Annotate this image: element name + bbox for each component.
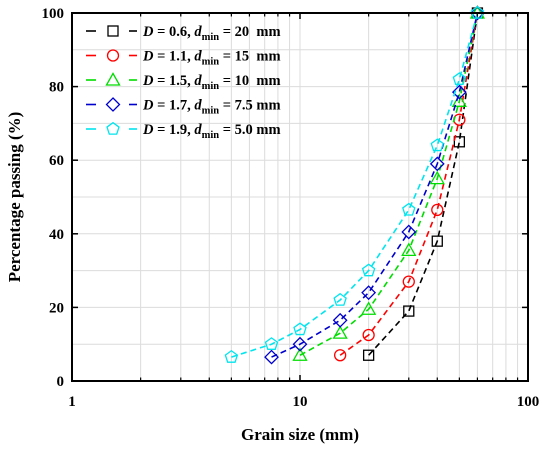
legend-dmin-value: = 15 mm <box>219 49 280 65</box>
legend-dmin-value: = 7.5 mm <box>219 98 280 114</box>
legend-d-value: = 1.1, <box>153 49 194 65</box>
legend-dmin-label: d <box>194 122 202 138</box>
series-line <box>299 12 479 356</box>
legend-dmin-sub: min <box>202 81 220 92</box>
legend-item: D = 1.9, dmin = 5.0 mm <box>86 121 281 141</box>
legend-item: D = 1.1, dmin = 15 mm <box>86 49 281 68</box>
legend-dmin-label: d <box>194 73 202 89</box>
legend-label: D = 1.9, dmin = 5.0 mm <box>142 122 281 141</box>
data-point-square <box>362 349 375 361</box>
data-point-pentagon <box>106 121 120 135</box>
legend-dmin-sub: min <box>202 130 220 141</box>
legend-dmin-sub: min <box>202 57 220 68</box>
data-point-square <box>107 25 119 37</box>
data-point-circle <box>362 328 375 342</box>
series-layer <box>224 5 486 365</box>
data-point-triangle <box>429 170 445 185</box>
legend-item: D = 1.5, dmin = 10 mm <box>86 72 281 92</box>
x-tick-label: 1 <box>68 394 76 410</box>
data-point-triangle <box>361 301 377 315</box>
series-line <box>271 12 479 358</box>
legend-dmin-sub: min <box>202 106 220 117</box>
data-point-diamond <box>264 349 279 365</box>
gridlines <box>72 13 528 381</box>
data-point-circle <box>431 203 444 217</box>
data-point-square <box>453 136 466 148</box>
legend-label: D = 1.1, dmin = 15 mm <box>142 49 281 68</box>
data-point-diamond <box>292 336 308 352</box>
axis-ticks: 1 10 100 0 20 40 60 80 100 <box>42 6 540 410</box>
legend-dmin-label: d <box>194 24 202 40</box>
x-axis-label: Grain size (mm) <box>241 425 359 444</box>
data-point-triangle <box>401 242 417 257</box>
data-point-triangle <box>105 72 121 86</box>
legend-dmin-value: = 10 mm <box>219 73 280 89</box>
data-point-pentagon <box>430 138 445 152</box>
legend-item: D = 1.7, dmin = 7.5 mm <box>86 97 281 117</box>
legend-dmin-label: d <box>194 98 202 114</box>
data-point-diamond <box>469 5 485 21</box>
data-point-diamond <box>451 84 467 100</box>
data-point-pentagon <box>224 349 239 363</box>
legend-d-value: = 1.5, <box>153 73 194 89</box>
data-point-circle <box>402 275 415 288</box>
legend: D = 0.6, dmin = 20 mmD = 1.1, dmin = 15 … <box>86 24 281 141</box>
y-tick-label: 0 <box>57 374 65 390</box>
y-tick-label: 100 <box>42 6 65 22</box>
legend-label: D = 0.6, dmin = 20 mm <box>142 24 281 43</box>
data-point-circle <box>106 49 120 62</box>
data-point-diamond <box>105 97 121 112</box>
data-point-pentagon <box>293 322 307 336</box>
data-point-diamond <box>401 224 417 240</box>
y-tick-label: 80 <box>49 80 64 96</box>
data-point-diamond <box>361 285 377 301</box>
y-axis-label: Percentage passing (%) <box>5 112 24 283</box>
y-tick-label: 40 <box>49 227 64 243</box>
data-point-pentagon <box>361 263 376 277</box>
data-point-pentagon <box>452 72 467 85</box>
legend-d-value: = 1.7, <box>153 98 194 114</box>
series-5 <box>224 5 485 363</box>
legend-d-label: D <box>142 24 154 40</box>
x-tick-label: 100 <box>517 394 540 410</box>
series-2 <box>333 6 484 362</box>
legend-d-value: = 0.6, <box>153 24 194 40</box>
legend-d-label: D <box>142 122 154 138</box>
series-4 <box>264 5 485 365</box>
x-tick-label: 10 <box>293 394 308 410</box>
legend-dmin-value: = 20 mm <box>219 24 280 40</box>
data-point-pentagon <box>402 202 416 216</box>
legend-dmin-sub: min <box>202 32 220 43</box>
data-point-circle <box>333 349 347 362</box>
data-point-square <box>431 235 443 247</box>
data-point-triangle <box>332 325 348 339</box>
legend-d-label: D <box>142 98 154 114</box>
y-tick-label: 20 <box>49 300 64 316</box>
data-point-pentagon <box>333 292 347 306</box>
legend-label: D = 1.5, dmin = 10 mm <box>142 73 281 92</box>
series-line <box>231 12 479 358</box>
legend-d-label: D <box>142 49 154 65</box>
legend-item: D = 0.6, dmin = 20 mm <box>86 24 281 43</box>
data-point-triangle <box>292 347 308 361</box>
series-line <box>368 12 479 356</box>
legend-d-value: = 1.9, <box>153 122 194 138</box>
data-point-pentagon <box>264 337 279 350</box>
legend-dmin-value: = 5.0 mm <box>219 122 280 138</box>
data-point-square <box>403 305 415 317</box>
data-point-pentagon <box>470 5 485 19</box>
data-point-diamond <box>429 156 445 172</box>
legend-d-label: D <box>142 73 154 89</box>
legend-label: D = 1.7, dmin = 7.5 mm <box>142 98 281 117</box>
y-tick-label: 60 <box>49 153 64 169</box>
legend-dmin-label: d <box>194 49 202 65</box>
series-line <box>339 12 479 356</box>
data-point-diamond <box>332 312 348 328</box>
